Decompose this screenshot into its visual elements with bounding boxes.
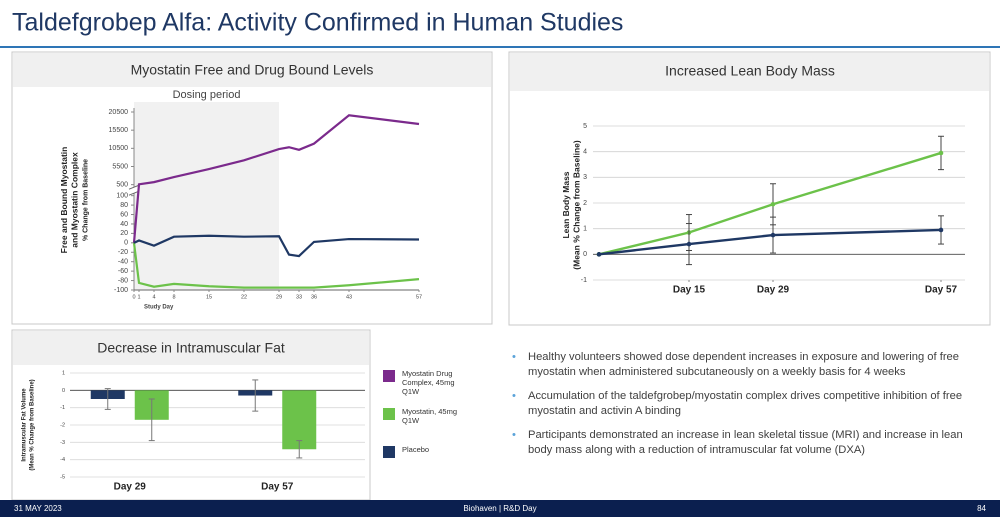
- x-tick-label: 33: [296, 294, 302, 300]
- x-tick-label: 36: [311, 294, 317, 300]
- y-tick-label: 0: [124, 240, 128, 247]
- axis-break: [130, 187, 138, 194]
- y-tick-label: -20: [118, 249, 128, 256]
- bullet-list: Healthy volunteers showed dose dependent…: [510, 350, 988, 467]
- y-tick-label: 1: [62, 370, 65, 376]
- x-tick-label: 29: [276, 294, 282, 300]
- y-tick-label: 1: [583, 226, 587, 233]
- legend-swatch: [383, 446, 395, 458]
- legend-label: Myostatin, 45mg Q1W: [402, 407, 457, 425]
- y-tick-label: -3: [60, 440, 65, 446]
- legend-label: Placebo: [402, 445, 429, 454]
- y-axis-label: Intramuscular Fat Volume: [22, 388, 28, 462]
- y-tick-label: 5500: [112, 163, 128, 170]
- x-tick-label: 1: [137, 294, 140, 300]
- panel-title: Myostatin Free and Drug Bound Levels: [131, 62, 374, 78]
- data-point: [686, 241, 692, 247]
- x-tick-label: Day 57: [261, 482, 294, 493]
- y-tick-label: -2: [60, 422, 65, 428]
- y-tick-label: -5: [60, 474, 65, 480]
- y-tick-label: 5: [583, 123, 587, 130]
- x-tick-label: 15: [206, 294, 212, 300]
- x-tick-label: 22: [241, 294, 247, 300]
- y-tick-label: 2: [583, 200, 587, 207]
- footer-band: [0, 500, 1000, 517]
- x-tick-label: Day 15: [673, 285, 706, 296]
- y-tick-label: -60: [118, 268, 128, 275]
- x-tick-label: 43: [346, 294, 352, 300]
- series-line: [132, 242, 420, 289]
- data-point: [938, 150, 944, 156]
- footer-page: 84: [977, 504, 986, 513]
- y-tick-label: 500: [116, 182, 128, 189]
- panel-title: Decrease in Intramuscular Fat: [97, 340, 285, 356]
- x-axis-label: Study Day: [144, 305, 174, 311]
- y-axis-label: Lean Body Mass: [561, 171, 571, 238]
- shaded-region: [134, 102, 279, 290]
- y-tick-label: 40: [120, 221, 128, 228]
- y-tick-label: -1: [60, 405, 65, 411]
- y-tick-label: -4: [60, 457, 65, 463]
- x-tick-label: Day 57: [925, 285, 958, 296]
- data-point: [938, 227, 944, 233]
- y-tick-label: -80: [118, 277, 128, 284]
- series-line: [133, 234, 420, 258]
- x-tick-label: Day 29: [114, 482, 147, 493]
- y-tick-label: 0: [583, 251, 587, 258]
- x-tick-label: Day 29: [757, 285, 790, 296]
- y-tick-label: 15500: [109, 127, 129, 134]
- y-axis-label: (Mean % Change from Baseline): [572, 140, 582, 270]
- panel: [508, 51, 991, 326]
- x-tick-label: 4: [152, 294, 155, 300]
- y-tick-label: 3: [583, 174, 587, 181]
- y-axis-label: and Myostatin Complex: [69, 152, 79, 248]
- axis-break-mark: [128, 184, 140, 190]
- bullet: Healthy volunteers showed dose dependent…: [510, 350, 988, 380]
- x-tick-label: 8: [172, 294, 175, 300]
- legend-swatch: [383, 370, 395, 382]
- data-point: [596, 252, 602, 257]
- data-point: [770, 201, 776, 207]
- y-tick-label: 4: [583, 149, 587, 156]
- x-tick-label: 57: [416, 294, 422, 300]
- y-axis-label: (Mean % Change from Baseline): [30, 379, 36, 470]
- legend-label: Myostatin Drug Complex, 45mg Q1W: [402, 369, 455, 396]
- y-tick-label: 10500: [109, 145, 129, 152]
- series-line: [132, 114, 420, 243]
- slide-title: Taldefgrobep Alfa: Activity Confirmed in…: [12, 9, 623, 37]
- legend-swatch: [383, 408, 395, 420]
- y-tick-label: 80: [120, 202, 128, 209]
- panel-header: [13, 53, 491, 87]
- bullet: Participants demonstrated an increase in…: [510, 428, 988, 458]
- y-axis-label: % Change from Baseline: [82, 159, 89, 241]
- panel-header: [510, 53, 989, 91]
- series-line: [598, 228, 942, 256]
- bar: [282, 390, 317, 450]
- y-tick-label: 60: [120, 211, 128, 218]
- x-tick-label: 0: [132, 294, 135, 300]
- panel-header: [13, 331, 369, 365]
- y-tick-label: 0: [62, 388, 65, 394]
- y-axis-label: Free and Bound Myostatin: [59, 147, 69, 254]
- y-tick-label: 100: [116, 193, 128, 200]
- y-tick-label: 20500: [109, 109, 129, 116]
- y-tick-label: -100: [114, 287, 128, 294]
- y-tick-label: 20: [120, 230, 128, 237]
- y-tick-label: -1: [581, 277, 587, 284]
- bullet: Accumulation of the taldefgrobep/myostat…: [510, 389, 988, 419]
- footer-event: Biohaven | R&D Day: [463, 504, 536, 513]
- y-tick-label: -40: [118, 259, 128, 266]
- shaded-label: Dosing period: [173, 89, 241, 101]
- data-point: [770, 232, 776, 238]
- series-line: [598, 151, 942, 256]
- footer-date: 31 MAY 2023: [14, 504, 62, 513]
- panel-title: Increased Lean Body Mass: [665, 63, 835, 79]
